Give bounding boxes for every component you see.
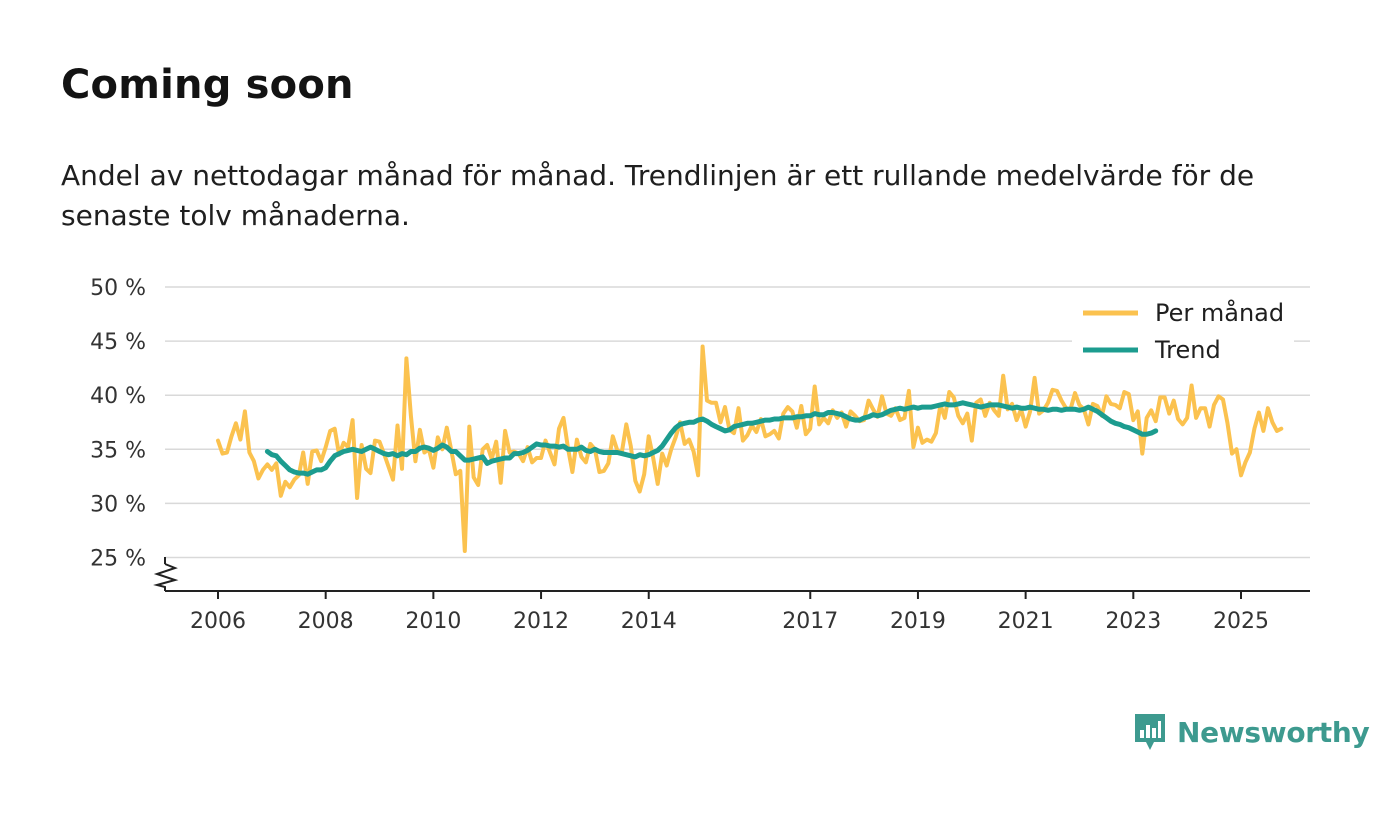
x-tick-label: 2021	[998, 609, 1054, 634]
series-lines	[216, 344, 1284, 553]
x-tick-label: 2023	[1105, 609, 1161, 634]
y-tick-label: 40 %	[90, 384, 146, 409]
legend-background	[1072, 293, 1294, 375]
y-tick-label: 25 %	[90, 547, 146, 572]
chart-subtitle: Andel av nettodagar månad för månad. Tre…	[61, 159, 1255, 232]
y-tick-label: 45 %	[90, 330, 146, 355]
x-tick-label: 2010	[405, 609, 461, 634]
x-tick-label: 2017	[782, 609, 838, 634]
x-tick-label: 2008	[298, 609, 354, 634]
legend: Per månad Trend	[1072, 293, 1294, 375]
y-axis-break-icon	[153, 563, 179, 591]
y-axis-tick-labels: 25 % 30 % 35 % 40 % 45 % 50 %	[90, 276, 146, 572]
axes	[153, 557, 1310, 599]
brand-logo: Newsworthy	[1133, 712, 1370, 752]
x-tick-label: 2019	[890, 609, 946, 634]
legend-label-trend: Trend	[1154, 336, 1221, 364]
y-tick-label: 30 %	[90, 492, 146, 517]
legend-label-per-manad: Per månad	[1155, 298, 1284, 327]
x-axis-tick-labels: 2006 2008 2010 2012 2014 2017 2019 2021 2023 2025	[190, 609, 1269, 634]
series-line-trend	[264, 400, 1159, 477]
x-tick-label: 2006	[190, 609, 246, 634]
chart-title: Coming soon	[61, 62, 354, 108]
brand-name: Newsworthy	[1177, 715, 1370, 749]
y-tick-label: 35 %	[90, 438, 146, 463]
x-tick-label: 2014	[621, 609, 677, 634]
y-tick-label: 50 %	[90, 276, 146, 301]
x-tick-label: 2025	[1213, 609, 1269, 634]
newsworthy-logo-icon	[1135, 714, 1165, 750]
x-tick-label: 2012	[513, 609, 569, 634]
